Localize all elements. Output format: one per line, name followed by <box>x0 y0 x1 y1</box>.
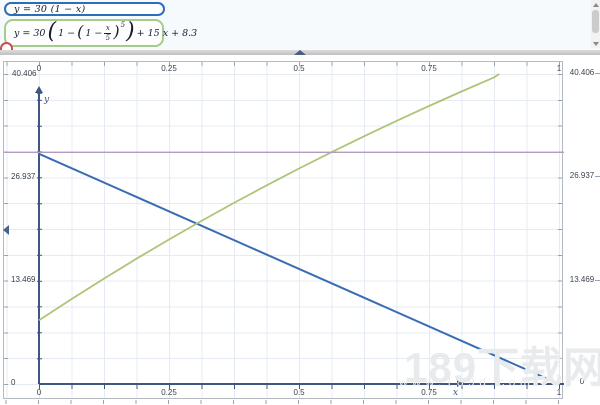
x-tick-label-top: 0.75 <box>421 64 437 73</box>
y-axis-arrow-icon <box>35 86 43 93</box>
chevron-down-icon <box>592 41 599 46</box>
fraction: x 5 <box>104 24 112 42</box>
equation-panel: y = 30 (1 − x) y = 30 ( 1 − ( 1 − x 5 ) … <box>0 0 600 50</box>
y-tick-label-left: 26.937 <box>11 172 36 181</box>
y-tick-label-left: 0 <box>11 378 16 387</box>
y-tick-label-right: 0 <box>579 377 585 386</box>
y-axis-label: y <box>44 95 50 105</box>
y-axis-ticks <box>37 93 42 384</box>
right-edge-tick <box>595 176 600 177</box>
scrollbar-thumb[interactable] <box>592 10 599 33</box>
pan-left-icon[interactable] <box>3 225 9 235</box>
x-axis-label: x <box>453 388 459 398</box>
function-plot-svg <box>4 73 564 385</box>
watermark-url: www.189d.com <box>399 375 535 389</box>
x-tick-label-bottom: 0.75 <box>421 388 437 397</box>
equation-scrollbar[interactable] <box>591 0 600 48</box>
x-tick-label-bottom: 0.25 <box>161 388 177 397</box>
equation-input-3-partial[interactable] <box>0 42 13 50</box>
x-tick-label-bottom: 0.5 <box>293 388 305 397</box>
close-paren-inner: ) <box>113 22 120 41</box>
close-paren: ) <box>126 19 135 44</box>
function-line-2 <box>38 73 500 322</box>
equation-input-2[interactable]: y = 30 ( 1 − ( 1 − x 5 ) 5 ) + 15 x + 8.… <box>4 19 197 47</box>
exponent: 5 <box>120 21 126 29</box>
x-tick-label-top: 1 <box>556 64 562 73</box>
x-axis <box>39 383 564 385</box>
fraction-numerator: x <box>104 24 112 34</box>
bottom-border-ticks <box>3 400 563 404</box>
watermark-title: 189下载网 <box>404 344 600 391</box>
chevron-up-icon <box>592 2 599 7</box>
plot-canvas[interactable]: y x 0 0.25 0.5 0.75 1 0 0.25 0.5 0.75 1 … <box>3 61 564 399</box>
y-tick-label-right: 40.406 <box>569 68 595 77</box>
function-line-1 <box>38 152 560 385</box>
right-border-ticks <box>558 62 562 398</box>
x-tick-label-bottom: 0 <box>36 388 42 397</box>
open-paren: ( <box>47 19 57 44</box>
equation-input-1[interactable]: y = 30 (1 − x) <box>4 2 165 16</box>
scrollbar-down-button[interactable] <box>591 39 600 48</box>
right-edge-tick <box>595 280 600 281</box>
pan-up-icon[interactable] <box>294 50 306 55</box>
y-tick-label-left: 40.406 <box>12 69 37 78</box>
x-axis-ticks <box>39 385 560 389</box>
y-tick-label-right: 26.937 <box>569 171 595 180</box>
right-edge-tick <box>595 73 600 74</box>
y-tick-label-left: 13.469 <box>11 275 36 284</box>
right-edge-tick <box>595 383 600 384</box>
x-tick-label-top: 0.5 <box>293 64 305 73</box>
equation-2-term2: 1 − <box>85 27 103 39</box>
fraction-denominator: 5 <box>105 33 111 42</box>
y-tick-label-right: 13.469 <box>569 275 595 284</box>
plot-panel: y x 0 0.25 0.5 0.75 1 0 0.25 0.5 0.75 1 … <box>0 55 600 405</box>
x-tick-label-bottom: 1 <box>556 388 562 397</box>
equation-2-tail: + 15 x + 8.3 <box>136 27 198 39</box>
equation-1-text: y = 30 (1 − x) <box>14 3 86 15</box>
open-paren-inner: ( <box>77 22 84 41</box>
scrollbar-up-button[interactable] <box>591 0 600 9</box>
top-border-ticks <box>4 62 562 66</box>
equation-2-term1: 1 − <box>58 27 76 39</box>
x-tick-label-top: 0.25 <box>161 64 177 73</box>
x-tick-label-top: 0 <box>36 64 42 73</box>
equation-2-lhs: y = 30 <box>14 27 46 39</box>
x-axis-arrow-icon <box>457 379 464 387</box>
